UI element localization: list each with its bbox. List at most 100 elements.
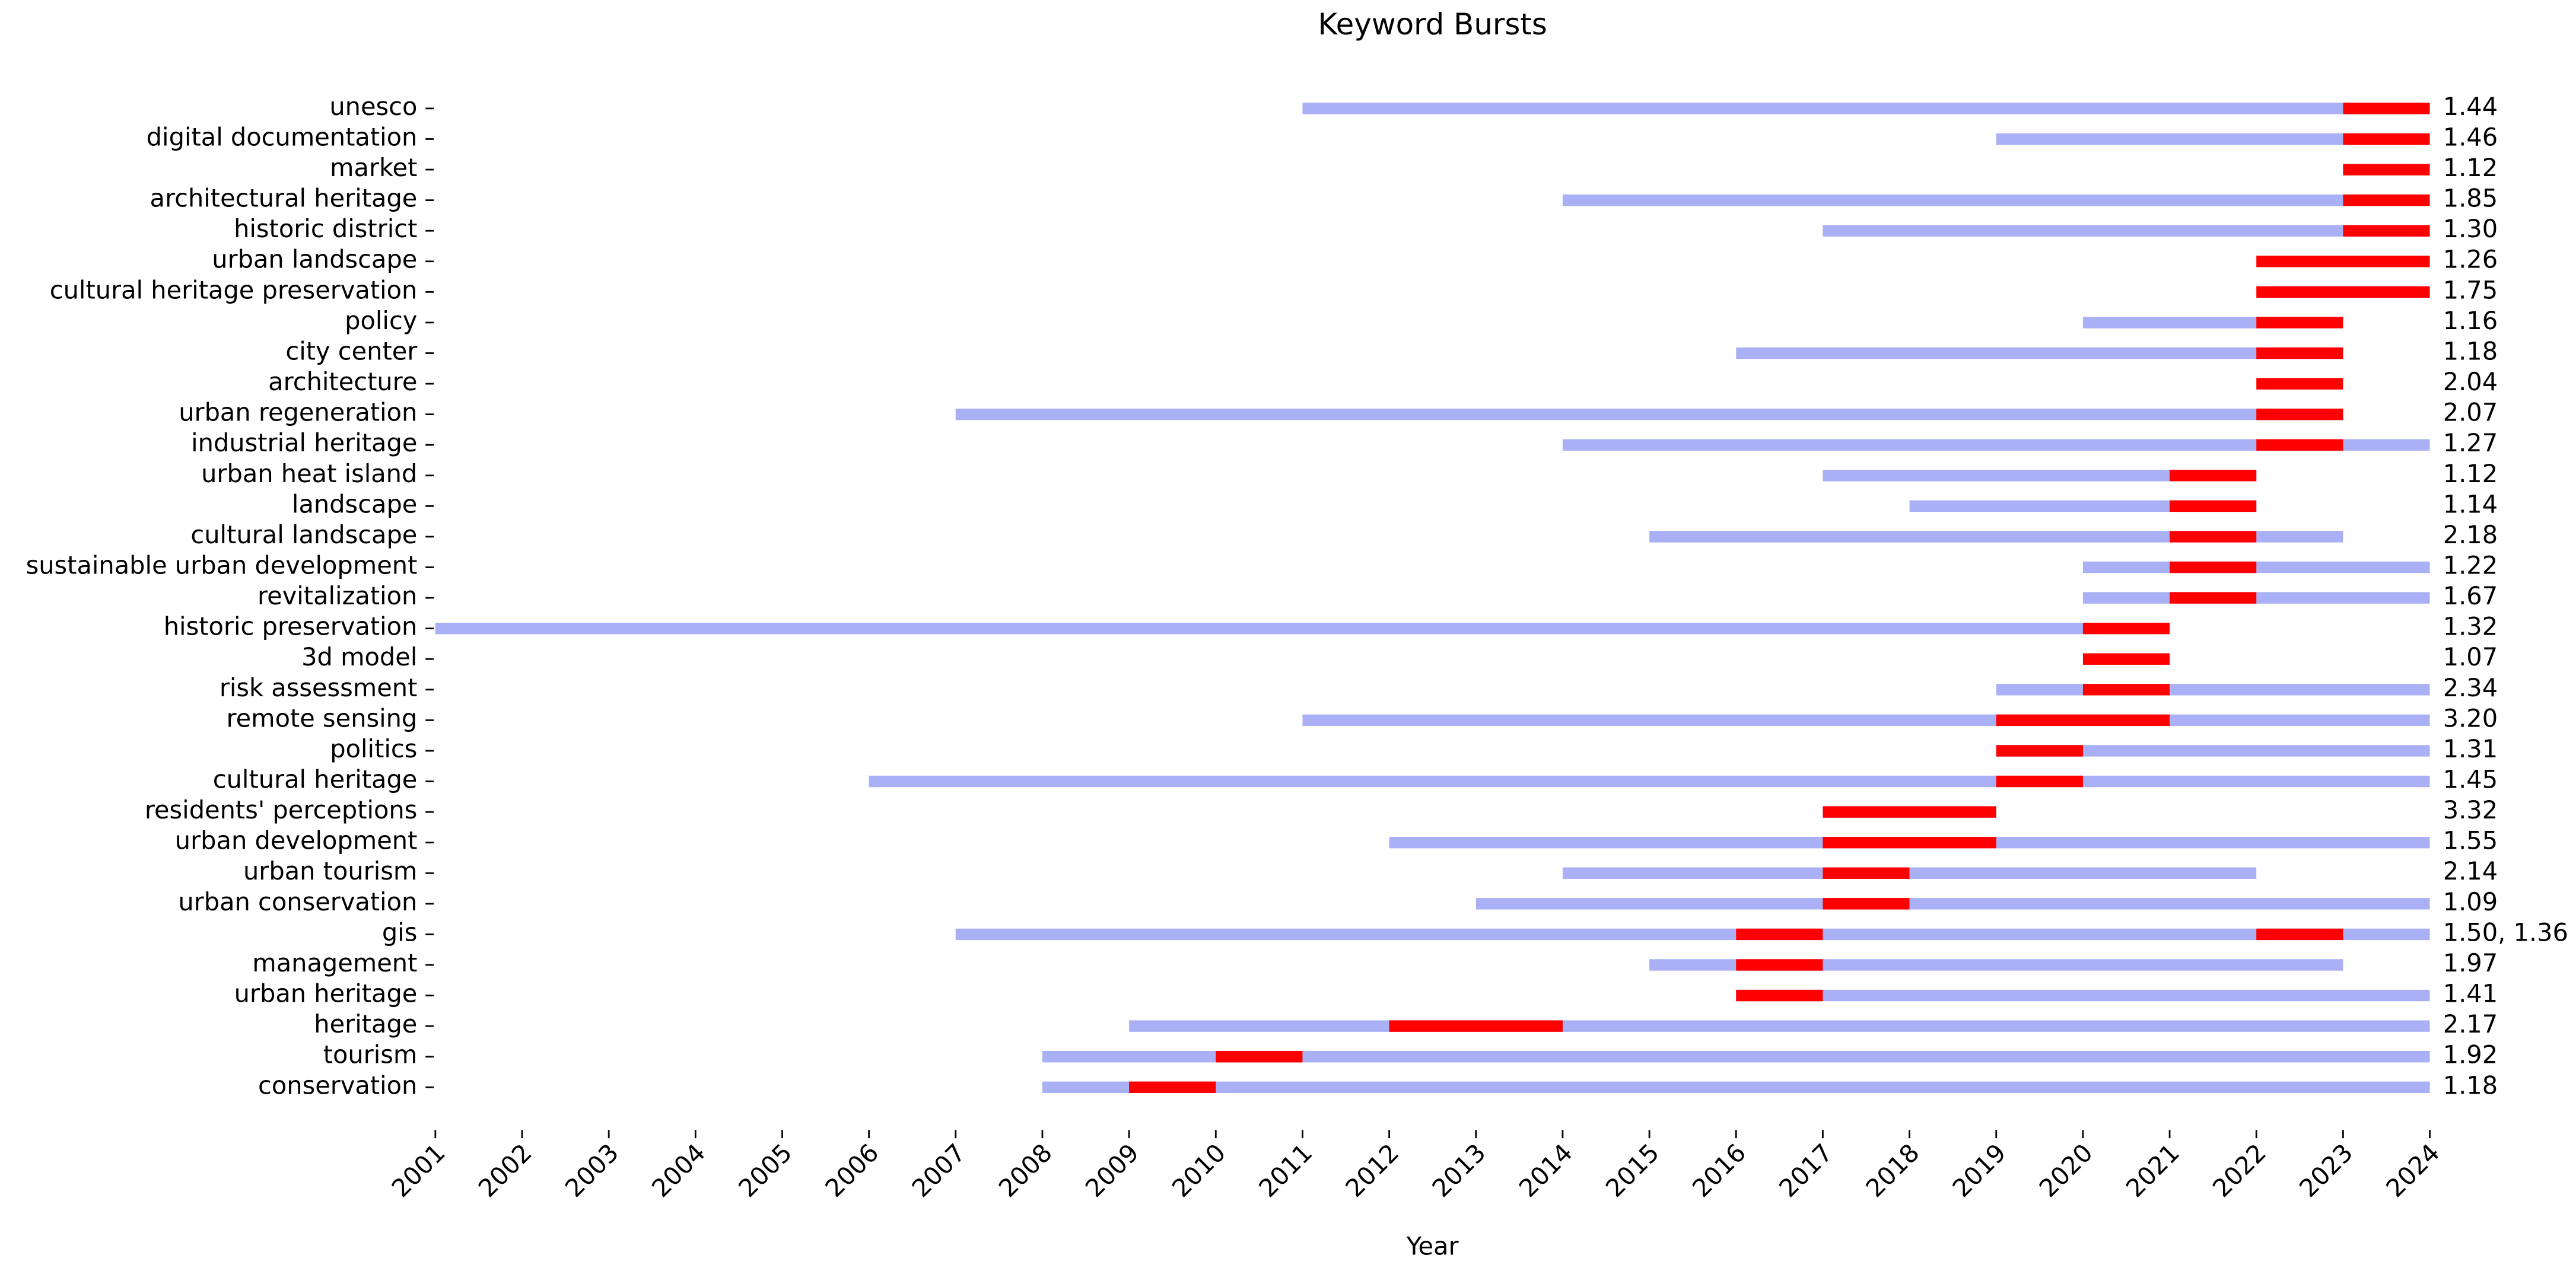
keyword-label: urban development — [175, 826, 418, 855]
burst — [2170, 500, 2257, 512]
keyword-label: urban heat island — [201, 459, 417, 488]
burst — [1736, 989, 1823, 1002]
burst — [1389, 1020, 1563, 1032]
strength-label: 1.14 — [2443, 489, 2498, 518]
x-tick-label: 2021 — [2120, 1138, 2185, 1203]
strength-label: 2.07 — [2443, 398, 2498, 427]
burst — [2256, 286, 2430, 298]
keyword-label: gis — [382, 917, 418, 947]
burst — [2082, 653, 2170, 665]
x-tick-label: 2001 — [386, 1138, 450, 1203]
active-span — [1562, 194, 2430, 206]
burst — [1996, 714, 2170, 727]
keyword-label: residents' perceptions — [145, 795, 418, 824]
strength-label: 1.30 — [2443, 214, 2498, 243]
strength-label: 1.97 — [2443, 948, 2498, 977]
burst — [1736, 959, 1823, 971]
active-span — [955, 928, 2430, 941]
chart-title: Keyword Bursts — [1318, 7, 1547, 42]
strength-label: 2.17 — [2443, 1009, 2498, 1038]
x-tick-label: 2022 — [2207, 1138, 2272, 1203]
x-tick-label: 2013 — [1426, 1138, 1491, 1203]
keyword-label: cultural landscape — [190, 520, 417, 549]
burst — [2343, 103, 2430, 114]
burst — [2343, 194, 2430, 206]
burst — [2343, 225, 2430, 237]
strength-label: 2.04 — [2443, 367, 2498, 396]
active-span — [1823, 470, 2257, 482]
keyword-label: revitalization — [257, 581, 417, 610]
keyword-label: conservation — [258, 1071, 417, 1100]
strength-label: 1.44 — [2443, 92, 2498, 121]
keyword-label: historic preservation — [164, 612, 418, 641]
active-span — [869, 775, 2430, 788]
burst — [2256, 439, 2343, 451]
strength-label: 1.67 — [2443, 581, 2498, 610]
burst — [2170, 470, 2257, 482]
strength-label: 1.12 — [2443, 459, 2498, 488]
burst — [2256, 256, 2430, 267]
x-tick-label: 2010 — [1166, 1138, 1231, 1203]
burst — [1996, 775, 2083, 788]
burst — [2082, 622, 2170, 635]
x-tick-label: 2024 — [2380, 1138, 2445, 1203]
keyword-label: 3d model — [301, 642, 417, 671]
keyword-label: landscape — [292, 489, 417, 518]
x-tick-label: 2003 — [559, 1138, 624, 1203]
x-tick-label: 2018 — [1860, 1138, 1925, 1203]
strength-label: 1.12 — [2443, 153, 2498, 182]
active-span — [1475, 898, 2430, 910]
strength-label: 1.26 — [2443, 245, 2498, 274]
strength-label: 1.92 — [2443, 1040, 2498, 1069]
strength-label: 1.31 — [2443, 734, 2498, 763]
burst — [2170, 592, 2257, 604]
active-span — [1996, 133, 2430, 145]
x-tick-label: 2011 — [1253, 1138, 1318, 1203]
burst — [1823, 836, 1996, 849]
burst — [2082, 684, 2170, 696]
keyword-label: cultural heritage preservation — [50, 275, 418, 304]
keyword-label: heritage — [314, 1009, 417, 1038]
burst — [2343, 164, 2430, 176]
keyword-label: cultural heritage — [213, 765, 418, 794]
x-tick-label: 2020 — [2033, 1138, 2098, 1203]
burst — [1823, 867, 1910, 879]
strength-label: 1.50, 1.36 — [2443, 917, 2568, 947]
burst — [1129, 1081, 1216, 1093]
burst — [1736, 928, 1823, 941]
keyword-label: remote sensing — [226, 703, 417, 732]
keyword-label: management — [252, 948, 417, 977]
active-span — [955, 408, 2343, 420]
burst — [1996, 745, 2083, 757]
strength-label: 1.22 — [2443, 551, 2498, 580]
keyword-label: architectural heritage — [150, 184, 418, 213]
strength-label: 1.07 — [2443, 642, 2498, 671]
keyword-label: city center — [285, 336, 418, 365]
burst — [2170, 561, 2257, 574]
active-span — [1302, 103, 2430, 114]
keyword-label: urban tourism — [243, 856, 417, 885]
active-span — [1996, 684, 2430, 696]
x-tick-label: 2007 — [906, 1138, 971, 1203]
strength-label: 1.85 — [2443, 184, 2498, 213]
strength-label: 1.18 — [2443, 1071, 2498, 1100]
keyword-label: digital documentation — [147, 122, 418, 151]
active-span — [1736, 989, 2430, 1002]
keyword-label: policy — [345, 306, 417, 335]
strength-label: 3.20 — [2443, 703, 2498, 732]
keyword-label: tourism — [323, 1040, 418, 1069]
active-span — [1562, 439, 2430, 451]
x-axis-label: Year — [1406, 1232, 1459, 1261]
keyword-label: unesco — [329, 92, 417, 121]
keyword-label: architecture — [268, 367, 417, 396]
active-span — [1736, 347, 2343, 359]
strength-label: 1.45 — [2443, 765, 2498, 794]
x-tick-label: 2019 — [1947, 1138, 2011, 1203]
x-tick-label: 2006 — [819, 1138, 884, 1203]
x-tick-label: 2023 — [2294, 1138, 2358, 1203]
keyword-label: politics — [330, 734, 417, 763]
keyword-label: risk assessment — [220, 673, 418, 702]
strength-label: 1.18 — [2443, 336, 2498, 365]
active-span — [1996, 745, 2430, 757]
